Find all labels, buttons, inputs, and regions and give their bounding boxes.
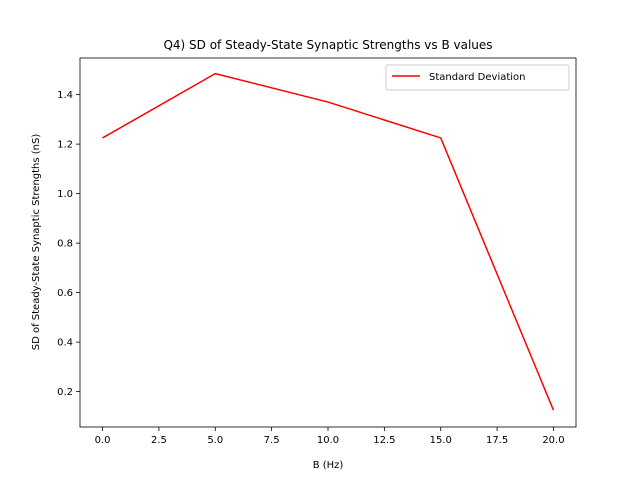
x-tick-label: 10.0 [317,435,339,446]
plot-frame [79,57,577,428]
series-line-standard-deviation [102,72,555,411]
x-tick-label: 7.5 [264,435,280,446]
x-tick-label: 20.0 [542,435,564,446]
y-axis-ticks: 0.2 0.4 0.6 0.8 1.0 1.2 1.4 [57,90,80,398]
series-layer [102,72,555,411]
y-tick-label: 1.2 [57,140,73,151]
x-tick-label: 12.5 [373,435,395,446]
y-tick-label: 0.4 [57,338,73,349]
legend-box [385,64,570,91]
legend-label: Standard Deviation [429,72,526,83]
plot-area [80,58,576,427]
y-tick-label: 1.0 [57,189,73,200]
x-tick-label: 17.5 [486,435,508,446]
x-tick-label: 15.0 [430,435,452,446]
y-axis-label: SD of Steady-State Synaptic Strengths (n… [31,134,42,351]
y-tick-label: 0.2 [57,387,73,398]
legend: Standard Deviation [385,64,570,91]
x-axis-label: B (Hz) [313,460,344,471]
x-tick-label: 0.0 [95,435,111,446]
x-tick-label: 2.5 [151,435,167,446]
x-tick-label: 5.0 [207,435,223,446]
x-axis-ticks: 0.0 2.5 5.0 7.5 10.0 12.5 15.0 17.5 20.0 [95,427,565,446]
chart-title: Q4) SD of Steady-State Synaptic Strength… [163,38,492,52]
y-tick-label: 0.8 [57,239,73,250]
y-tick-label: 1.4 [57,90,73,101]
y-tick-label: 0.6 [57,288,73,299]
